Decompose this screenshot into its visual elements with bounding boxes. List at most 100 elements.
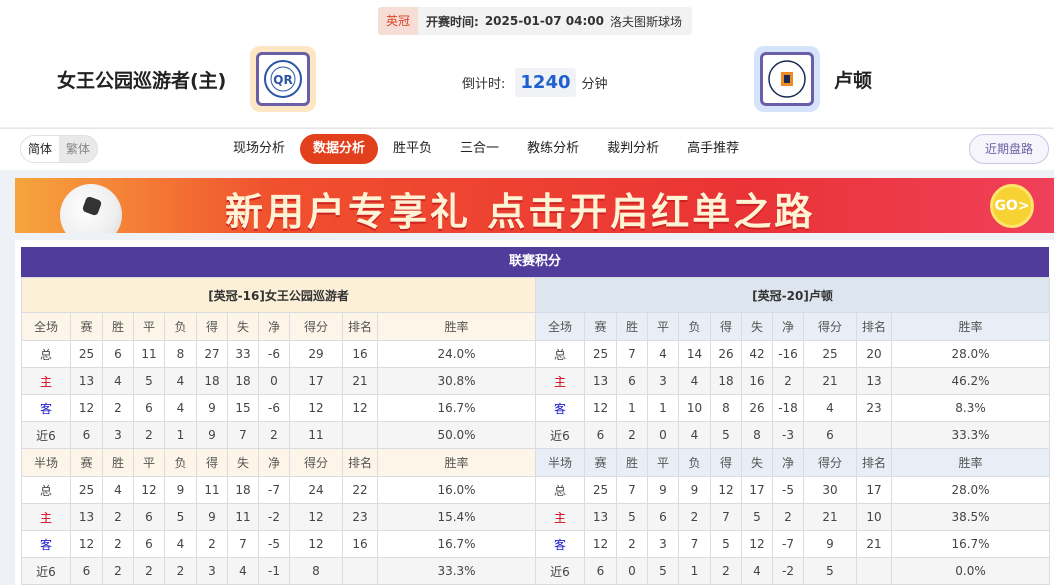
table-cell: 46.2%	[890, 367, 1051, 395]
table-cell: 8	[164, 340, 197, 368]
table-cell: 6	[584, 557, 617, 585]
table-cell: 4	[803, 394, 857, 422]
table-row: 主 13 5 6 2 7 5 2 21 10 38.5%	[535, 503, 1051, 531]
table-cell: 1	[616, 394, 648, 422]
half-header-row: 半场赛胜平负得失净得分 排名 胜率	[535, 448, 1051, 477]
table-cell: 1	[164, 421, 197, 449]
table-row: 近6 6 2 2 2 3 4 -1 8 33.3%	[21, 557, 537, 585]
table-cell: 16	[342, 530, 378, 558]
column-header: 得	[710, 312, 742, 341]
simplified-button[interactable]: 简体	[21, 136, 60, 162]
table-cell: 9	[678, 476, 711, 504]
match-header: 英冠 开赛时间: 2025-01-07 04:00 洛夫图斯球场 女王公园巡游者…	[0, 0, 1054, 127]
table-cell: 33	[227, 340, 259, 368]
tab-three-in-one[interactable]: 三合一	[460, 141, 500, 156]
table-cell: 7	[616, 476, 648, 504]
table-cell: 4	[227, 557, 259, 585]
row-label: 总	[21, 476, 71, 504]
table-cell: 2	[102, 530, 134, 558]
column-header: 净	[258, 312, 290, 341]
table-cell: 2	[678, 503, 711, 531]
table-cell: 2	[772, 367, 804, 395]
league-badge[interactable]: 英冠	[378, 7, 419, 35]
tab-data-analysis[interactable]: 数据分析	[300, 134, 379, 164]
table-cell: 17	[741, 476, 773, 504]
table-cell: 26	[741, 394, 773, 422]
column-header: 排名	[342, 448, 378, 477]
table-cell: -2	[258, 503, 290, 531]
column-header: 得分	[289, 312, 343, 341]
tab-win-draw-loss[interactable]: 胜平负	[393, 141, 433, 156]
home-team-name[interactable]: 女王公园巡游者(主)	[57, 70, 227, 92]
table-cell: 10	[678, 394, 711, 422]
column-header: 平	[647, 448, 679, 477]
table-cell: 16	[741, 367, 773, 395]
table-row: 客 12 2 3 7 5 12 -7 9 21 16.7%	[535, 530, 1051, 558]
tab-coach-analysis[interactable]: 教练分析	[527, 141, 580, 156]
table-cell: 5	[133, 367, 165, 395]
table-cell: 11	[289, 421, 343, 449]
table-cell: 2	[710, 557, 742, 585]
kickoff-label: 开赛时间:	[426, 14, 479, 29]
table-cell: -6	[258, 340, 290, 368]
table-cell: 0	[616, 557, 648, 585]
table-cell: 6	[803, 421, 857, 449]
go-button[interactable]: GO>	[990, 184, 1034, 228]
table-cell: 26	[710, 340, 742, 368]
table-cell: 12	[70, 394, 103, 422]
table-cell: 12	[741, 530, 773, 558]
column-header: 胜率	[376, 312, 537, 341]
home-team-logo[interactable]: QR	[250, 46, 316, 112]
table-cell: 14	[678, 340, 711, 368]
column-header: 胜	[616, 312, 648, 341]
table-cell: 4	[164, 394, 197, 422]
table-cell: 7	[678, 530, 711, 558]
tab-live-analysis[interactable]: 现场分析	[233, 141, 286, 156]
column-header: 胜	[102, 448, 134, 477]
table-cell: 25	[70, 340, 103, 368]
table-cell: 2	[133, 421, 165, 449]
recent-odds-button[interactable]: 近期盘路	[968, 134, 1049, 164]
traditional-button[interactable]: 繁体	[66, 142, 91, 156]
promo-banner[interactable]: 新用户专享礼 点击开启红单之路 GO>	[15, 178, 1054, 233]
table-cell: 16.7%	[890, 530, 1051, 558]
column-header: 赛	[70, 312, 103, 341]
table-cell: 4	[102, 367, 134, 395]
table-row: 客 12 2 6 4 9 15 -6 12 12 16.7%	[21, 394, 537, 422]
tab-referee-analysis[interactable]: 裁判分析	[607, 141, 660, 156]
table-cell: 7	[227, 421, 259, 449]
column-header: 胜	[102, 312, 134, 341]
standings-panel: 联赛积分 [英冠-16]女王公园巡游者 全场赛胜平负得失净得分 排名 胜率总 25 6 11…	[15, 240, 1054, 585]
table-cell: 3	[647, 530, 679, 558]
table-cell: 18	[227, 367, 259, 395]
table-cell: 13	[584, 503, 617, 531]
table-cell: 25	[803, 340, 857, 368]
table-cell: 50.0%	[376, 421, 537, 449]
table-cell: -1	[258, 557, 290, 585]
away-team-logo[interactable]	[754, 46, 820, 112]
table-cell: 13	[70, 367, 103, 395]
row-label: 主	[535, 503, 585, 531]
language-toggle: 简体 繁体	[20, 135, 99, 163]
table-cell	[856, 557, 892, 585]
column-header: 全场	[21, 312, 71, 341]
table-cell: 2	[772, 503, 804, 531]
table-cell: -7	[258, 476, 290, 504]
kickoff-time: 2025-01-07 04:00	[484, 14, 604, 28]
table-row: 客 12 1 1 10 8 26 -18 4 23 8.3%	[535, 394, 1051, 422]
table-cell: 23	[342, 503, 378, 531]
row-label: 主	[21, 367, 71, 395]
column-header: 失	[227, 312, 259, 341]
countdown-label: 倒计时:	[462, 77, 506, 92]
table-cell: 13	[584, 367, 617, 395]
tab-expert-picks[interactable]: 高手推荐	[687, 141, 740, 156]
table-cell: 30.8%	[376, 367, 537, 395]
table-cell	[856, 421, 892, 449]
banner-text: 新用户专享礼 点击开启红单之路	[225, 190, 816, 233]
table-row: 总 25 4 12 9 11 18 -7 24 22 16.0%	[21, 476, 537, 504]
table-cell: 4	[678, 367, 711, 395]
table-row: 总 25 6 11 8 27 33 -6 29 16 24.0%	[21, 340, 537, 368]
away-team-name[interactable]: 卢顿	[834, 70, 873, 92]
table-cell: 16.7%	[376, 530, 537, 558]
table-cell: 9	[803, 530, 857, 558]
